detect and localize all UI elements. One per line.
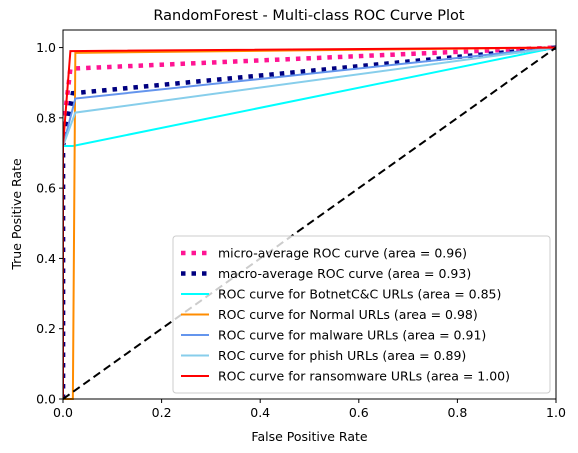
y-axis-label: True Positive Rate bbox=[9, 158, 24, 271]
series-line-5 bbox=[63, 46, 557, 399]
chance-diagonal-line bbox=[63, 46, 557, 400]
x-tick-label: 0.6 bbox=[349, 405, 369, 420]
series-line-2 bbox=[63, 46, 557, 399]
y-tick-label: 1.0 bbox=[36, 40, 56, 55]
plot-frame bbox=[62, 29, 557, 400]
legend-label-2: ROC curve for BotnetC&C URLs (area = 0.8… bbox=[218, 287, 501, 302]
legend-label-1: macro-average ROC curve (area = 0.93) bbox=[218, 266, 471, 281]
x-tick-label: 0.0 bbox=[53, 405, 73, 420]
x-axis-ticks: 0.0 0.2 0.4 0.6 0.8 1.0 bbox=[53, 399, 566, 420]
y-tick-label: 0.4 bbox=[36, 251, 56, 266]
legend-label-5: ROC curve for phish URLs (area = 0.89) bbox=[218, 348, 466, 363]
legend-label-0: micro-average ROC curve (area = 0.96) bbox=[218, 246, 467, 261]
y-axis-ticks: 0.0 0.2 0.4 0.6 0.8 1.0 bbox=[36, 40, 63, 407]
series-line-6 bbox=[63, 46, 557, 399]
x-axis-label: False Positive Rate bbox=[251, 429, 367, 444]
legend-label-6: ROC curve for ransomware URLs (area = 1.… bbox=[218, 369, 510, 384]
reference-layer bbox=[63, 46, 557, 400]
x-tick-label: 0.8 bbox=[447, 405, 467, 420]
chart-title: RandomForest - Multi-class ROC Curve Plo… bbox=[153, 8, 465, 24]
series-line-4 bbox=[63, 46, 557, 399]
y-tick-label: 0.6 bbox=[36, 181, 56, 196]
legend-box bbox=[172, 235, 551, 394]
legend: micro-average ROC curve (area = 0.96) mac… bbox=[172, 235, 551, 394]
x-tick-label: 0.4 bbox=[250, 405, 270, 420]
legend-label-4: ROC curve for malware URLs (area = 0.91) bbox=[218, 328, 486, 343]
x-tick-label: 1.0 bbox=[546, 405, 566, 420]
y-tick-label: 0.8 bbox=[36, 110, 56, 125]
x-tick-label: 0.2 bbox=[152, 405, 172, 420]
y-tick-label: 0.0 bbox=[36, 392, 56, 407]
y-tick-label: 0.2 bbox=[36, 321, 56, 336]
series-line-1 bbox=[63, 45, 557, 399]
legend-label-3: ROC curve for Normal URLs (area = 0.98) bbox=[218, 307, 478, 322]
